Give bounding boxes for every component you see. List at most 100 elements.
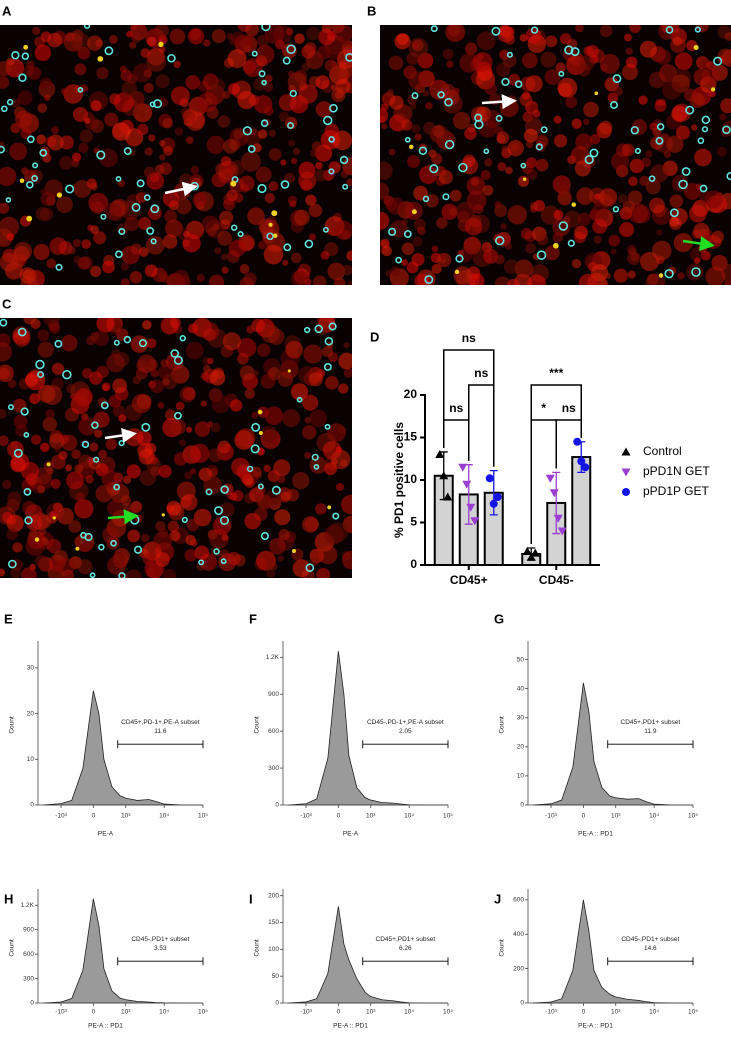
texture-cell: [42, 153, 52, 163]
texture-cell: [312, 275, 327, 285]
texture-cell: [627, 190, 643, 205]
texture-nucleus: [540, 126, 548, 134]
texture-cell: [669, 194, 684, 209]
texture-cell: [683, 88, 697, 102]
texture-cell: [32, 26, 41, 36]
texture-cell: [145, 235, 165, 255]
texture-cell: [7, 491, 22, 506]
texture-spot: [271, 210, 278, 217]
y-tick-label: 0: [30, 1000, 34, 1007]
texture-nucleus: [634, 147, 641, 154]
texture-cell: [0, 252, 19, 272]
texture-cell: [532, 109, 541, 118]
texture-nucleus: [247, 145, 256, 153]
gate: [117, 740, 204, 749]
panel-label: A: [2, 3, 12, 18]
texture-cell: [207, 227, 217, 237]
texture-cell: [425, 102, 433, 110]
panel-label: F: [249, 611, 257, 626]
texture-cell: [628, 247, 637, 256]
texture-cell: [617, 194, 628, 205]
texture-cell: [324, 123, 340, 138]
texture-cell: [13, 414, 28, 429]
texture-cell: [464, 218, 483, 236]
texture-cell: [242, 60, 256, 74]
y-tick-label: 600: [268, 728, 279, 735]
texture-cell: [257, 240, 267, 250]
texture-nucleus: [251, 50, 258, 57]
texture-nucleus: [430, 25, 438, 33]
texture-nucleus: [424, 275, 434, 284]
texture-cell: [322, 169, 335, 181]
texture-cell: [59, 135, 74, 150]
texture-cell: [175, 198, 192, 215]
texture-cell: [71, 449, 81, 460]
texture-cell: [237, 352, 249, 365]
gate-label: CD45+,PD1+ subset: [621, 719, 681, 726]
texture-cell: [466, 176, 486, 195]
gate: [607, 740, 694, 749]
texture-nucleus: [669, 208, 679, 218]
texture-nucleus: [131, 202, 141, 212]
texture-cell: [599, 25, 613, 38]
texture-nucleus: [7, 559, 17, 569]
texture-cell: [442, 48, 454, 60]
texture-spot: [56, 192, 63, 198]
texture-cell: [93, 411, 110, 428]
texture-cell: [68, 520, 82, 533]
texture-nucleus: [403, 230, 412, 238]
y-tick-label: 0: [275, 802, 279, 809]
arrow: [104, 428, 137, 443]
texture-nucleus: [404, 136, 411, 143]
texture-cell: [79, 256, 93, 270]
texture-nucleus: [266, 232, 274, 241]
texture-nucleus: [150, 238, 157, 245]
gate: [362, 957, 449, 966]
texture-cell: [42, 384, 63, 405]
micrograph-content: [380, 25, 731, 285]
y-axis-title: Count: [499, 716, 506, 734]
texture-nucleus: [31, 175, 38, 182]
texture-cell: [693, 257, 701, 264]
texture-cell: [94, 429, 103, 438]
texture-cell: [552, 232, 564, 243]
y-tick-label: 20: [517, 744, 525, 751]
texture-cell: [717, 146, 727, 157]
texture-cell: [599, 188, 618, 207]
data-point: [462, 480, 472, 489]
data-point: [485, 474, 494, 483]
y-tick-label: 15: [404, 430, 418, 444]
texture-cell: [308, 233, 316, 241]
texture-cell: [49, 237, 68, 255]
texture-cell: [508, 73, 521, 86]
texture-cell: [0, 408, 7, 419]
texture-cell: [237, 338, 257, 358]
texture-cell: [318, 28, 335, 46]
texture-cell: [221, 266, 229, 274]
texture-cell: [95, 484, 113, 503]
y-tick-label: 200: [268, 892, 279, 899]
texture-cell: [81, 239, 92, 249]
texture-cell: [575, 25, 584, 33]
texture-cell: [194, 545, 209, 561]
texture-nucleus: [98, 543, 105, 551]
legend-label: pPD1N GET: [643, 464, 710, 478]
texture-cell: [579, 226, 588, 235]
texture-cell: [46, 538, 62, 554]
texture-nucleus: [20, 407, 29, 416]
gate: [607, 957, 694, 966]
texture-cell: [322, 441, 342, 460]
gate-label: CD45-,PD-1+,PE-A subset: [367, 719, 444, 726]
texture-cell: [86, 178, 97, 189]
texture-cell: [621, 143, 635, 157]
texture-cell: [37, 329, 50, 342]
texture-cell: [256, 343, 271, 357]
x-tick-label: 0: [582, 1009, 586, 1016]
texture-cell: [212, 367, 225, 379]
y-axis-title: Count: [9, 716, 16, 734]
x-tick-label: 0: [92, 1009, 96, 1016]
texture-cell: [338, 352, 352, 370]
x-tick-label: 10⁵: [198, 1009, 208, 1016]
texture-spot: [75, 546, 80, 551]
texture-nucleus: [342, 183, 349, 190]
